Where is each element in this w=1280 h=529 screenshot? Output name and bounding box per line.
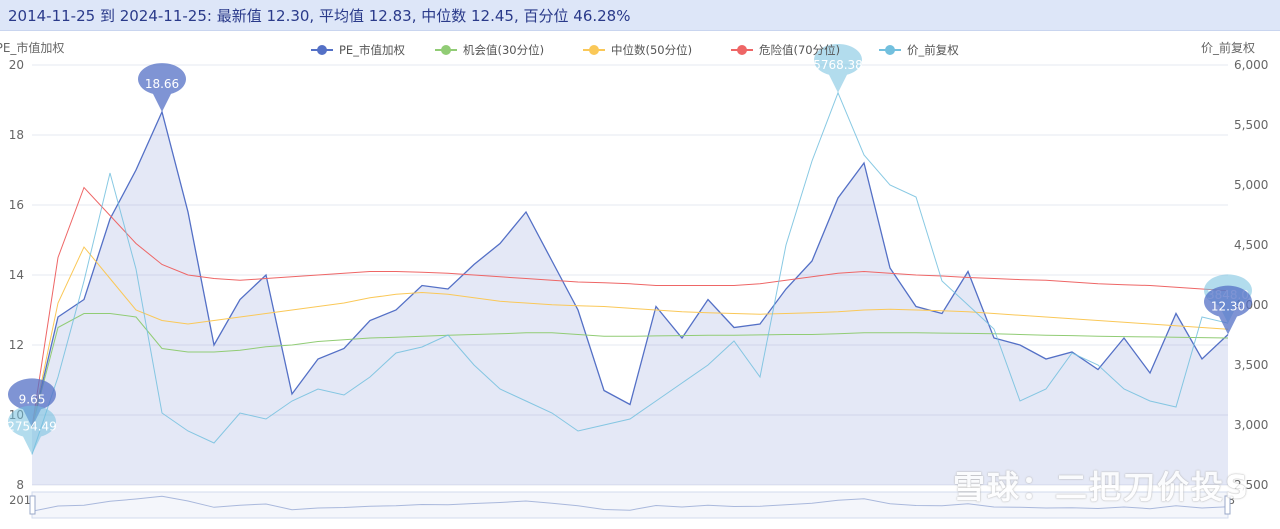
legend-swatch-dot[interactable] bbox=[441, 45, 451, 55]
legend-label: 机会值(30分位) bbox=[463, 43, 544, 57]
summary-latest: 最新值 12.30, bbox=[216, 7, 315, 25]
legend-label: 危险值(70分位) bbox=[759, 43, 840, 57]
y-right-tick-label: 4,500 bbox=[1234, 238, 1268, 252]
markpoint-pin bbox=[814, 43, 863, 93]
pe-area-fill bbox=[32, 111, 1228, 486]
markpoint-pin bbox=[1204, 285, 1253, 335]
legend-swatch-dot[interactable] bbox=[737, 45, 747, 55]
summary-bar: 2014-11-25 到 2024-11-25: 最新值 12.30, 平均值 … bbox=[0, 0, 1280, 31]
pe-price-chart: 81012141618202,5003,0003,5004,0004,5005,… bbox=[0, 40, 1268, 519]
markpoint-label: 12.30 bbox=[1211, 300, 1245, 314]
markpoint-pin bbox=[138, 63, 186, 112]
summary-range: 2014-11-25 到 2024-11-25: bbox=[8, 7, 212, 25]
zoom-slider-preview bbox=[31, 495, 1229, 512]
y-left-axis-title: PE_市值加权 bbox=[0, 40, 64, 55]
y-right-tick-label: 6,000 bbox=[1234, 58, 1268, 72]
markpoint-label: 5768.38 bbox=[813, 58, 863, 72]
y-right-tick-label: 5,500 bbox=[1234, 118, 1268, 132]
series-line-danger bbox=[31, 186, 1229, 428]
y-left-tick-label: 20 bbox=[9, 58, 24, 72]
summary-mean: 平均值 12.83, bbox=[318, 7, 417, 25]
y-right-tick-label: 3,500 bbox=[1234, 358, 1268, 372]
summary-median: 中位数 12.45, bbox=[421, 7, 519, 25]
markpoint-pin bbox=[7, 378, 56, 428]
summary-text: 2014-11-25 到 2024-11-25: 最新值 12.30, 平均值 … bbox=[8, 5, 630, 26]
y-right-tick-label: 2,500 bbox=[1234, 478, 1268, 492]
series-line-price bbox=[31, 91, 1229, 455]
watermark: 雪球：二把刀价投S bbox=[952, 468, 1250, 506]
y-left-tick-label: 12 bbox=[9, 338, 24, 352]
series-line-pe bbox=[31, 109, 1229, 428]
markpoint-label: 18.66 bbox=[145, 77, 179, 91]
legend-swatch-dot[interactable] bbox=[885, 45, 895, 55]
legend-label: 价_前复权 bbox=[907, 43, 959, 57]
series-line-opportunity bbox=[31, 313, 1229, 428]
legend-swatch-dot[interactable] bbox=[589, 45, 599, 55]
legend-label: 中位数(50分位) bbox=[611, 43, 692, 57]
y-right-axis-title: 价_前复权 bbox=[1201, 40, 1255, 55]
markpoint-label: 9.65 bbox=[19, 392, 46, 406]
summary-percentile: 百分位 46.28% bbox=[523, 7, 631, 25]
series-line-median bbox=[31, 246, 1229, 428]
legend-label: PE_市值加权 bbox=[339, 43, 405, 57]
zoom-slider-track[interactable] bbox=[31, 491, 1229, 519]
y-left-tick-label: 16 bbox=[9, 198, 24, 212]
zoom-handle-left[interactable] bbox=[29, 495, 36, 515]
legend-swatch-dot[interactable] bbox=[317, 45, 327, 55]
zoom-handle-right[interactable] bbox=[1224, 495, 1231, 515]
y-left-tick-label: 8 bbox=[16, 478, 24, 492]
markpoint-pin bbox=[7, 405, 56, 455]
y-right-tick-label: 3,000 bbox=[1234, 418, 1268, 432]
y-left-tick-label: 18 bbox=[9, 128, 24, 142]
y-left-tick-label: 14 bbox=[9, 268, 24, 282]
markpoint-label: 2754.49 bbox=[7, 419, 57, 433]
y-right-tick-label: 5,000 bbox=[1234, 178, 1268, 192]
